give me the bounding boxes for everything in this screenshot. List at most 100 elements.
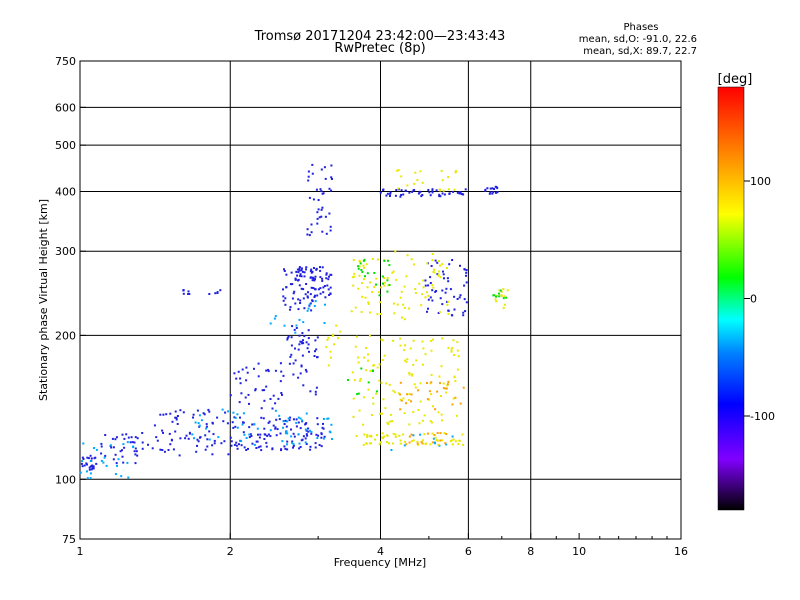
data-point bbox=[198, 424, 201, 427]
data-point bbox=[431, 441, 434, 444]
data-point bbox=[322, 427, 325, 430]
data-point bbox=[431, 289, 434, 292]
data-point bbox=[462, 311, 465, 314]
data-point bbox=[298, 269, 301, 272]
data-point bbox=[442, 270, 444, 273]
data-point bbox=[236, 413, 239, 416]
data-point bbox=[502, 297, 505, 300]
data-point bbox=[369, 311, 371, 314]
data-point bbox=[396, 303, 399, 306]
data-point bbox=[303, 335, 306, 338]
data-point bbox=[203, 413, 206, 416]
data-point bbox=[326, 338, 329, 341]
data-point bbox=[213, 439, 216, 442]
data-point bbox=[298, 343, 301, 346]
data-point bbox=[424, 279, 427, 282]
data-point bbox=[397, 392, 400, 395]
data-point bbox=[459, 264, 461, 267]
data-point bbox=[408, 399, 411, 401]
data-point bbox=[393, 312, 396, 315]
data-point bbox=[297, 348, 300, 351]
data-point bbox=[230, 444, 233, 447]
data-point bbox=[402, 193, 405, 196]
data-point bbox=[399, 439, 402, 442]
data-point bbox=[354, 345, 357, 348]
data-point bbox=[121, 449, 123, 452]
data-point bbox=[311, 279, 314, 282]
data-point bbox=[399, 398, 402, 401]
data-point bbox=[287, 417, 290, 420]
data-point bbox=[231, 421, 234, 424]
data-point bbox=[316, 217, 319, 220]
data-point bbox=[299, 372, 302, 375]
data-point bbox=[418, 191, 421, 194]
data-point bbox=[417, 409, 420, 411]
data-point bbox=[362, 264, 365, 267]
x-axis-label: Frequency [MHz] bbox=[334, 556, 426, 569]
data-point bbox=[305, 341, 308, 344]
data-point bbox=[297, 421, 300, 424]
data-point bbox=[463, 298, 466, 301]
data-point bbox=[147, 443, 149, 446]
data-point bbox=[284, 447, 287, 450]
data-point bbox=[386, 277, 389, 279]
data-point bbox=[429, 282, 432, 284]
x-tick-label: 6 bbox=[465, 545, 472, 558]
data-point bbox=[420, 195, 423, 198]
data-point bbox=[448, 188, 450, 191]
data-point bbox=[102, 461, 105, 464]
data-point bbox=[192, 416, 194, 419]
data-point bbox=[263, 389, 266, 392]
data-point bbox=[444, 387, 447, 390]
data-point bbox=[419, 433, 422, 436]
data-point bbox=[419, 170, 422, 173]
data-point bbox=[316, 417, 319, 420]
data-point bbox=[331, 334, 334, 337]
data-point bbox=[307, 430, 310, 433]
data-point bbox=[365, 263, 368, 266]
data-point bbox=[89, 477, 92, 480]
data-point bbox=[448, 192, 451, 195]
data-point bbox=[232, 411, 235, 414]
data-point bbox=[310, 286, 313, 289]
data-point bbox=[114, 438, 117, 441]
data-point bbox=[295, 425, 298, 428]
data-point bbox=[390, 420, 393, 423]
data-point bbox=[400, 189, 403, 192]
data-point bbox=[321, 279, 324, 282]
data-point bbox=[257, 362, 260, 365]
data-point bbox=[317, 288, 320, 291]
data-point bbox=[353, 275, 356, 278]
data-point bbox=[283, 268, 285, 271]
data-point bbox=[431, 189, 434, 192]
data-point bbox=[317, 434, 320, 437]
data-point bbox=[301, 354, 304, 357]
data-point bbox=[327, 336, 330, 339]
data-point bbox=[245, 366, 248, 369]
data-point bbox=[283, 423, 286, 425]
data-point bbox=[313, 355, 316, 357]
data-point bbox=[412, 439, 415, 442]
data-point bbox=[302, 384, 305, 387]
data-point bbox=[296, 268, 299, 271]
data-point bbox=[299, 340, 302, 343]
data-point bbox=[358, 259, 361, 262]
data-point bbox=[295, 324, 298, 327]
y-tick-label: 300 bbox=[55, 245, 76, 258]
data-point bbox=[354, 306, 357, 309]
data-point bbox=[392, 302, 395, 305]
data-point bbox=[322, 422, 324, 425]
data-point bbox=[307, 175, 310, 178]
data-point bbox=[406, 254, 409, 257]
data-point bbox=[315, 433, 318, 436]
data-point bbox=[495, 186, 498, 188]
data-point bbox=[360, 367, 363, 370]
data-point bbox=[368, 442, 371, 445]
data-point bbox=[442, 273, 445, 276]
data-point bbox=[431, 299, 434, 302]
data-point bbox=[463, 268, 466, 271]
data-point bbox=[311, 270, 314, 273]
data-point bbox=[220, 442, 223, 445]
data-point bbox=[385, 382, 388, 385]
data-point bbox=[394, 433, 397, 436]
